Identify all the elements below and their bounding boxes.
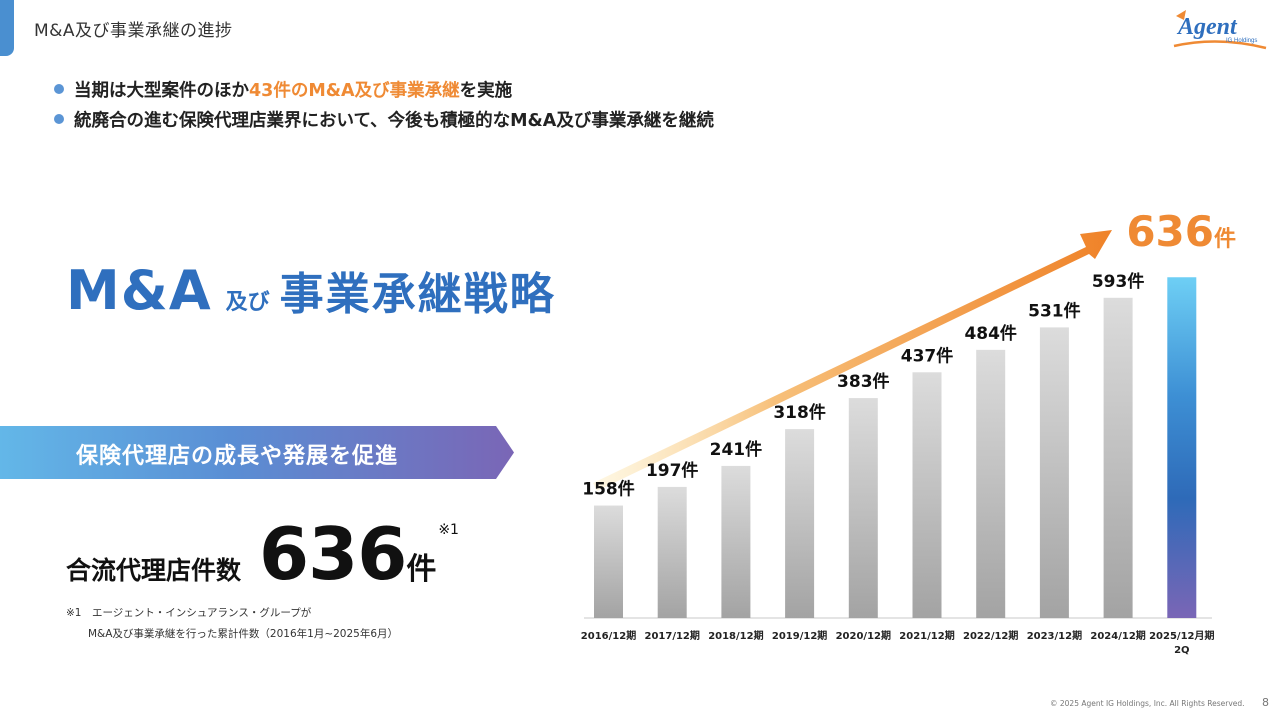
bar-value-label-1: 197件 bbox=[646, 460, 699, 481]
bar-4 bbox=[848, 398, 878, 618]
count-note: ※1 bbox=[438, 522, 459, 538]
corner-accent bbox=[0, 0, 14, 56]
company-logo: Agent IG Holdings bbox=[1173, 10, 1267, 50]
bar-value-label-4: 383件 bbox=[837, 371, 890, 392]
x-tick-label-1: 2017/12期 bbox=[644, 629, 699, 642]
headline-main: 事業承継戦略 bbox=[279, 269, 556, 320]
bullet-text: 統廃合の進む保険代理店業界において、今後も積極的なM&A及び事業承継を継続 bbox=[74, 110, 714, 131]
footnote: ※1 エージェント・インシュアランス・グループが M&A及び事業承継を行った累計… bbox=[66, 603, 398, 645]
bar-6 bbox=[976, 349, 1006, 618]
highlight-total: 636件 bbox=[1126, 207, 1236, 256]
footnote-line2: M&A及び事業承継を行った累計件数（2016年1月~2025年6月） bbox=[88, 628, 399, 640]
x-tick-label-9: 2Q bbox=[1174, 645, 1189, 656]
banner-text: 保険代理店の成長や発展を促進 bbox=[76, 444, 399, 469]
bullet-highlight: 43件のM&A及び事業承継 bbox=[249, 80, 460, 101]
bar-2 bbox=[721, 465, 751, 618]
count-label: 合流代理店件数 bbox=[66, 556, 242, 585]
x-tick-label-0: 2016/12期 bbox=[581, 629, 636, 642]
bar-value-label-0: 158件 bbox=[582, 479, 635, 500]
bullet-dot bbox=[54, 114, 64, 124]
footnote-line1: ※1 エージェント・インシュアランス・グループが bbox=[66, 607, 312, 619]
bar-value-label-5: 437件 bbox=[901, 345, 954, 366]
bar-value-label-7: 531件 bbox=[1028, 300, 1081, 321]
page-number: 8 bbox=[1262, 696, 1269, 709]
bar-8 bbox=[1103, 297, 1133, 618]
agency-count: 合流代理店件数 636 件 ※1 bbox=[66, 518, 459, 590]
bullet-item: 統廃合の進む保険代理店業界において、今後も積極的なM&A及び事業承継を継続 bbox=[54, 104, 714, 134]
bullet-text-post: を実施 bbox=[459, 80, 513, 101]
bar-7 bbox=[1039, 327, 1069, 618]
bar-value-label-3: 318件 bbox=[773, 402, 826, 423]
strategy-headline: M&A 及び 事業承継戦略 bbox=[66, 258, 556, 322]
logo-text: Agent bbox=[1176, 14, 1238, 40]
copyright: © 2025 Agent IG Holdings, Inc. All Right… bbox=[1050, 699, 1245, 708]
bullet-text-pre: 当期は大型案件のほか bbox=[74, 80, 249, 101]
bar-5 bbox=[912, 372, 942, 618]
bar-value-label-8: 593件 bbox=[1092, 271, 1145, 292]
bullet-item: 当期は大型案件のほか 43件のM&A及び事業承継 を実施 bbox=[54, 74, 714, 104]
bar-9 bbox=[1167, 277, 1197, 618]
headline-oyobi: 及び bbox=[225, 290, 270, 315]
summary-bullets: 当期は大型案件のほか 43件のM&A及び事業承継 を実施 統廃合の進む保険代理店業界… bbox=[54, 74, 714, 134]
x-tick-label-6: 2022/12期 bbox=[963, 629, 1018, 642]
x-tick-label-2: 2018/12期 bbox=[708, 629, 763, 642]
growth-arrow bbox=[593, 230, 1112, 491]
bar-1 bbox=[657, 486, 687, 618]
headline-ma: M&A bbox=[66, 259, 212, 322]
x-tick-label-9: 2025/12月期 bbox=[1149, 629, 1214, 642]
bar-3 bbox=[785, 429, 815, 618]
bar-value-label-6: 484件 bbox=[964, 323, 1017, 344]
count-unit: 件 bbox=[406, 552, 437, 587]
page-title: M&A及び事業承継の進捗 bbox=[34, 21, 233, 41]
x-tick-label-4: 2020/12期 bbox=[836, 629, 891, 642]
bar-0 bbox=[594, 505, 623, 618]
bullet-dot bbox=[54, 84, 64, 94]
bar-value-label-2: 241件 bbox=[710, 439, 763, 460]
x-tick-label-5: 2021/12期 bbox=[899, 629, 954, 642]
count-value: 636 bbox=[259, 512, 407, 596]
x-tick-label-3: 2019/12期 bbox=[772, 629, 827, 642]
x-tick-label-8: 2024/12期 bbox=[1090, 629, 1145, 642]
x-tick-label-7: 2023/12期 bbox=[1027, 629, 1082, 642]
logo-subtext: IG Holdings bbox=[1226, 38, 1257, 44]
growth-banner: 保険代理店の成長や発展を促進 bbox=[0, 426, 514, 479]
